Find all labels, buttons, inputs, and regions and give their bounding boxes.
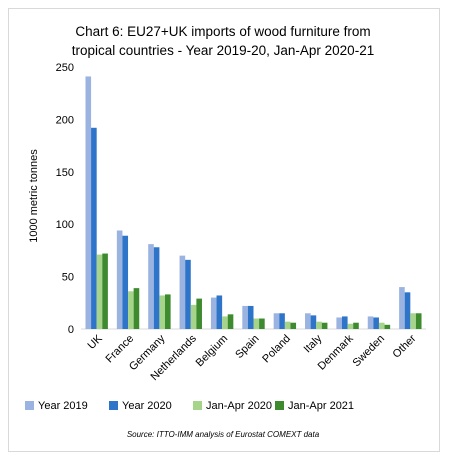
bar-netherlands-2 [190,304,197,329]
legend-label: Year 2020 [122,400,172,412]
bar-france-1 [122,235,129,329]
chart-title-line-2: tropical countries - Year 2019-20, Jan-A… [72,43,374,58]
bar-poland-2 [284,321,291,329]
x-tick-label: Italy [302,332,325,355]
chart-title-line-1: Chart 6: EU27+UK imports of wood furnitu… [75,24,370,39]
legend-swatch [193,401,202,410]
bar-france-2 [128,291,134,329]
bar-denmark-3 [353,322,359,329]
legend-swatch [25,401,34,410]
bar-poland-3 [290,322,297,329]
bar-belgium-0 [210,297,217,329]
bar-uk-2 [96,254,103,329]
bar-plot-area [85,76,422,329]
bar-other-2 [410,313,416,329]
bar-sweden-2 [378,322,385,329]
y-tick-label: 200 [56,114,74,126]
x-tick-label: Sweden [350,333,387,370]
bar-netherlands-0 [179,255,186,329]
y-tick-label: 0 [68,324,74,336]
bar-germany-3 [165,294,171,329]
y-axis-ticks: 0 50 100 150 200 250 [56,62,74,336]
y-axis-label: 1000 metric tonnes [28,149,40,243]
bar-sweden-1 [373,317,379,329]
bar-spain-2 [253,318,260,329]
x-tick-label: Belgium [194,333,231,370]
bar-germany-2 [159,295,166,329]
bar-poland-1 [279,313,285,329]
legend-label: Jan-Apr 2020 [206,400,272,412]
legend-swatch [109,401,118,410]
bar-other-3 [415,313,422,329]
bar-denmark-0 [336,317,342,329]
bar-france-3 [133,288,140,329]
x-tick-label: UK [86,332,106,352]
bar-other-1 [404,292,411,329]
legend: Year 2019 Year 2020 Jan-Apr 2020 Jan-Apr 20… [25,400,354,412]
bar-belgium-3 [227,314,234,329]
y-tick-label: 150 [56,167,74,179]
bar-germany-0 [148,244,154,329]
y-tick-label: 250 [56,62,74,74]
legend-label: Jan-Apr 2021 [288,400,354,412]
bar-spain-0 [242,305,248,329]
bar-belgium-2 [222,316,228,329]
bar-sweden-3 [384,324,391,329]
bar-spain-3 [259,318,265,329]
bar-denmark-1 [341,316,348,329]
bar-other-0 [399,287,405,329]
legend-label: Year 2019 [38,400,88,412]
x-tick-label: Spain [233,333,261,361]
bar-france-0 [116,230,123,329]
x-tick-label: Denmark [316,332,356,372]
bar-uk-1 [91,127,97,329]
y-tick-label: 100 [56,219,74,231]
bar-italy-2 [316,321,322,329]
chart-frame: Chart 6: EU27+UK imports of wood furnitu… [8,8,440,452]
bar-italy-3 [321,322,328,329]
x-tick-label: Other [390,332,418,360]
bar-italy-0 [305,313,311,329]
bar-sweden-0 [367,316,374,329]
bar-italy-1 [310,315,317,329]
bar-poland-0 [273,313,280,329]
chart-svg: Chart 6: EU27+UK imports of wood furnitu… [25,24,426,439]
bar-spain-1 [247,305,254,329]
legend-swatch [275,401,284,410]
x-tick-label: Poland [260,333,293,366]
bar-uk-3 [102,253,108,329]
bar-netherlands-3 [196,298,202,329]
source-note: Source: ITTO-IMM analysis of Eurostat CO… [127,430,320,439]
bar-belgium-1 [216,295,223,329]
bar-uk-0 [85,76,92,329]
bar-germany-1 [153,247,160,329]
bar-denmark-2 [347,323,354,329]
y-tick-label: 50 [62,272,74,284]
bar-netherlands-1 [185,259,191,329]
